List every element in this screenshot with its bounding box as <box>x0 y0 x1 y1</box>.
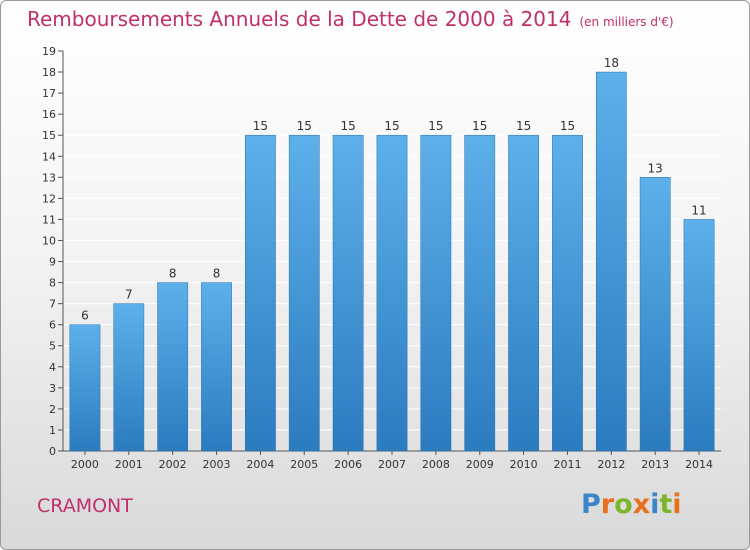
y-tick-label: 12 <box>42 192 56 205</box>
logo-letter: o <box>614 489 633 520</box>
y-tick-label: 10 <box>42 234 56 247</box>
x-tick-label: 2008 <box>422 458 450 471</box>
logo-letter: i <box>650 489 660 520</box>
bar-value-label: 15 <box>384 119 399 133</box>
y-tick-label: 1 <box>49 424 56 437</box>
bar <box>595 71 627 452</box>
bar <box>683 219 715 452</box>
y-tick-label: 16 <box>42 108 56 121</box>
bar-value-label: 15 <box>340 119 355 133</box>
chart-unit: (en milliers d'€) <box>579 15 674 29</box>
bar-value-label: 15 <box>297 119 312 133</box>
x-tick-label: 2007 <box>378 458 406 471</box>
value-labels: 6 7 8 8 15 15 15 15 15 15 15 15 18 13 11 <box>81 56 707 323</box>
bar-value-label: 13 <box>648 161 663 175</box>
commune-name: CRAMONT <box>37 495 133 517</box>
bar <box>332 134 364 452</box>
bar <box>201 282 232 452</box>
bar <box>464 134 496 452</box>
y-tick-label: 7 <box>49 298 56 311</box>
logo-letter: t <box>659 489 673 520</box>
x-tick-label: 2009 <box>466 458 494 471</box>
bar-value-label: 11 <box>691 203 706 217</box>
y-tick-label: 8 <box>49 277 56 290</box>
bars <box>69 71 715 452</box>
bar <box>639 177 671 452</box>
y-tick-label: 0 <box>49 445 56 458</box>
proxiti-logo[interactable]: Proxiti <box>581 489 682 520</box>
x-tick-label: 2002 <box>159 458 187 471</box>
y-tick-label: 19 <box>42 45 56 58</box>
y-tick-label: 2 <box>49 403 56 416</box>
bar-value-label: 18 <box>604 56 619 70</box>
bar-value-label: 8 <box>213 267 221 281</box>
bar-value-label: 8 <box>169 267 177 281</box>
x-tick-label: 2014 <box>685 458 713 471</box>
bar <box>288 134 320 452</box>
x-tick-label: 2004 <box>246 458 274 471</box>
y-tick-label: 13 <box>42 171 56 184</box>
bar-value-label: 6 <box>81 309 89 323</box>
x-tick-label: 2012 <box>597 458 625 471</box>
x-tick-label: 2006 <box>334 458 362 471</box>
bar-value-label: 15 <box>472 119 487 133</box>
bar-value-label: 15 <box>253 119 268 133</box>
bar-value-label: 15 <box>516 119 531 133</box>
x-tick-label: 2010 <box>510 458 538 471</box>
bar <box>113 303 145 452</box>
y-tick-label: 4 <box>49 361 56 374</box>
bar-value-label: 15 <box>428 119 443 133</box>
bar <box>69 324 101 452</box>
bar-value-label: 7 <box>125 288 133 302</box>
logo-letter: x <box>632 489 651 520</box>
y-tick-label: 5 <box>49 340 56 353</box>
logo-letter: r <box>600 489 615 520</box>
bar <box>245 134 276 452</box>
x-tick-labels: 2000 2001 2002 2003 2004 2005 2006 2007 2008 2009… <box>71 458 713 471</box>
bar <box>552 134 583 452</box>
x-tick-label: 2003 <box>203 458 231 471</box>
y-tick-label: 11 <box>42 213 56 226</box>
y-tick-label: 3 <box>49 382 56 395</box>
y-tick-label: 18 <box>42 66 56 79</box>
x-tick-label: 2011 <box>553 458 581 471</box>
bar-value-label: 15 <box>560 119 575 133</box>
logo-letter: P <box>581 489 601 520</box>
x-tick-label: 2005 <box>290 458 318 471</box>
bar <box>508 134 539 452</box>
chart-title-text: Remboursements Annuels de la Dette de 20… <box>27 7 572 31</box>
y-tick-label: 6 <box>49 319 56 332</box>
logo-letter: i <box>672 489 682 520</box>
bar <box>376 134 408 452</box>
y-tick-label: 9 <box>49 256 56 269</box>
x-tick-label: 2000 <box>71 458 99 471</box>
bar <box>157 282 189 452</box>
y-tick-label: 15 <box>42 129 56 142</box>
bar <box>420 134 452 452</box>
x-tick-label: 2001 <box>115 458 143 471</box>
y-tick-label: 14 <box>42 150 56 163</box>
y-tick-label: 17 <box>42 87 56 100</box>
x-tick-label: 2013 <box>641 458 669 471</box>
chart-title: Remboursements Annuels de la Dette de 20… <box>27 7 674 31</box>
